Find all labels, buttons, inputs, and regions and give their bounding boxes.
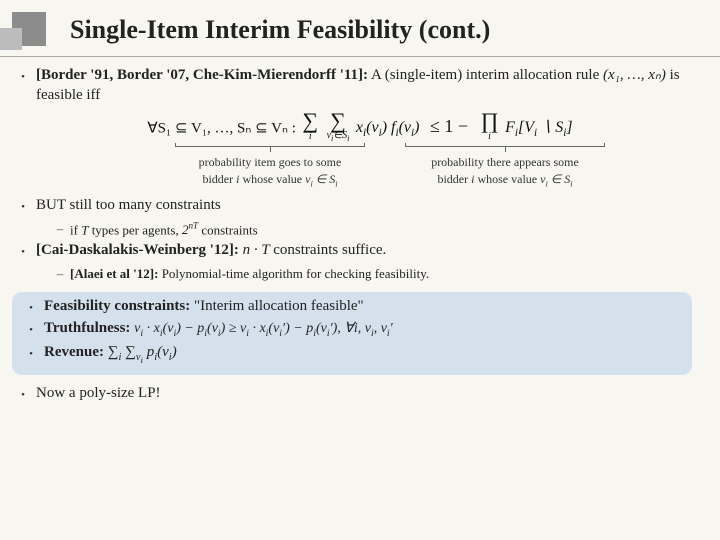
b1-t1: A (single-item) interim allocation rule bbox=[368, 67, 603, 83]
formula-forall: ∀S₁ ⊆ V₁, …, Sₙ ⊆ Vₙ : bbox=[147, 120, 296, 136]
anno-right-2: bidder i whose value vi ∈ Si bbox=[405, 171, 605, 190]
anno-left-1: probability item goes to some bbox=[175, 154, 365, 170]
bullet-marker: • bbox=[10, 65, 36, 106]
box-b2: Truthfulness: vi · xi(vi) − pi(vi) ≥ vi … bbox=[44, 318, 686, 340]
bullet-marker: • bbox=[10, 383, 36, 403]
sub-bullet-alaei: – [Alaei et al '12]: Polynomial-time alg… bbox=[50, 265, 710, 283]
header-decoration bbox=[0, 10, 70, 50]
slide-title: Single-Item Interim Feasibility (cont.) bbox=[70, 15, 490, 45]
anno-left: probability item goes to some bidder i w… bbox=[175, 146, 365, 189]
bullet-polysize: • Now a poly-size LP! bbox=[10, 383, 710, 403]
sub-text: if T types per agents, 2nT constraints bbox=[70, 220, 710, 239]
formula-annotations: probability item goes to some bidder i w… bbox=[10, 146, 710, 189]
bullet-but: • BUT still too many constraints bbox=[10, 195, 710, 215]
b2s-pre: if bbox=[70, 222, 81, 237]
bullet-text: [Border '91, Border '07, Che-Kim-Mierend… bbox=[36, 65, 710, 106]
box-revenue: • Revenue: ∑i ∑vi pi(vi) bbox=[18, 342, 686, 367]
dash-marker: – bbox=[50, 265, 70, 283]
main-formula: ∀S₁ ⊆ V₁, …, Sₙ ⊆ Vₙ : ∑ i ∑ vi∈Si xi(vi… bbox=[10, 112, 710, 145]
slide-header: Single-Item Interim Feasibility (cont.) bbox=[0, 0, 720, 57]
bullet-cai: • [Cai-Daskalakis-Weinberg '12]: n · T c… bbox=[10, 240, 710, 260]
square-light bbox=[0, 28, 22, 50]
ref-border: [Border '91, Border '07, Che-Kim-Mierend… bbox=[36, 67, 368, 83]
b2s-post: constraints bbox=[198, 222, 258, 237]
b3-text: [Cai-Daskalakis-Weinberg '12]: n · T con… bbox=[36, 240, 710, 260]
box-b3: Revenue: ∑i ∑vi pi(vi) bbox=[44, 342, 686, 367]
sub-bullet-types: – if T types per agents, 2nT constraints bbox=[50, 220, 710, 239]
b1-math: (x₁, …, xₙ) bbox=[603, 67, 666, 83]
box-b1-text: "Interim allocation feasible" bbox=[190, 298, 363, 314]
ref-alaei: [Alaei et al '12]: bbox=[70, 266, 158, 281]
box-truthfulness: • Truthfulness: vi · xi(vi) − pi(vi) ≥ v… bbox=[18, 318, 686, 340]
highlight-box: • Feasibility constraints: "Interim allo… bbox=[12, 292, 692, 375]
box-feasibility: • Feasibility constraints: "Interim allo… bbox=[18, 296, 686, 316]
box-b3-label: Revenue: bbox=[44, 344, 104, 360]
bullet-marker: • bbox=[18, 342, 44, 367]
dash-marker: – bbox=[50, 220, 70, 239]
anno-left-2: bidder i whose value vi ∈ Si bbox=[175, 171, 365, 190]
b3-suffix: constraints suffice. bbox=[273, 242, 386, 258]
anno-right: probability there appears some bidder i … bbox=[405, 146, 605, 189]
box-b1: Feasibility constraints: "Interim alloca… bbox=[44, 296, 686, 316]
bullet-border: • [Border '91, Border '07, Che-Kim-Miere… bbox=[10, 65, 710, 106]
b2-text: BUT still too many constraints bbox=[36, 195, 710, 215]
b-last: Now a poly-size LP! bbox=[36, 383, 710, 403]
alaei-text: Polynomial-time algorithm for checking f… bbox=[158, 266, 429, 281]
bracket-right bbox=[405, 146, 605, 152]
b2s-mid: types per agents, bbox=[88, 222, 182, 237]
bullet-marker: • bbox=[10, 240, 36, 260]
bullet-marker: • bbox=[10, 195, 36, 215]
ref-cai: [Cai-Daskalakis-Weinberg '12]: bbox=[36, 242, 239, 258]
slide-content: • [Border '91, Border '07, Che-Kim-Miere… bbox=[0, 57, 720, 404]
b3-math: n · T bbox=[239, 242, 273, 258]
box-b1-label: Feasibility constraints: bbox=[44, 298, 190, 314]
bracket-left bbox=[175, 146, 365, 152]
bullet-marker: • bbox=[18, 296, 44, 316]
box-b2-label: Truthfulness: bbox=[44, 320, 130, 336]
sub-alaei: [Alaei et al '12]: Polynomial-time algor… bbox=[70, 265, 710, 283]
bullet-marker: • bbox=[18, 318, 44, 340]
anno-right-1: probability there appears some bbox=[405, 154, 605, 170]
